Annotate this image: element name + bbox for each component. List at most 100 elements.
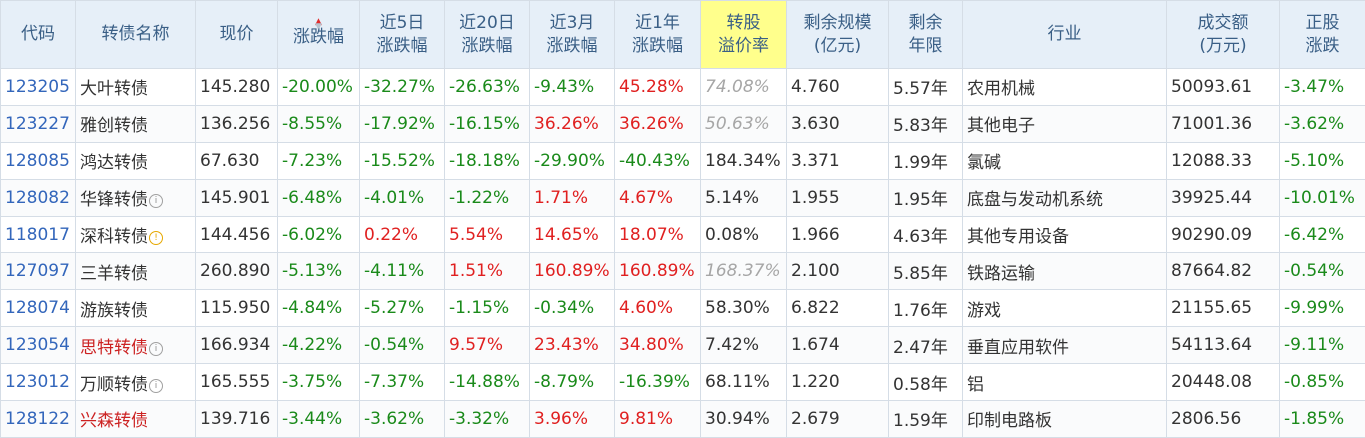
column-header-c5[interactable]: 近5日涨跌幅: [360, 1, 445, 69]
cell-price: 165.555: [196, 364, 278, 401]
info-circle-icon[interactable]: i: [149, 194, 163, 208]
bond-code-link[interactable]: 118017: [5, 225, 70, 245]
column-header-c3m[interactable]: 近3月涨跌幅: [530, 1, 615, 69]
bond-name[interactable]: 游族转债: [80, 301, 148, 321]
cell-stock_chg: -1.85%: [1280, 401, 1365, 438]
column-header-sublabel: (万元): [1171, 35, 1275, 58]
bond-code-link[interactable]: 127097: [5, 261, 70, 281]
cell-years: 1.59年: [889, 401, 963, 438]
column-header-premium[interactable]: 转股溢价率: [701, 1, 787, 69]
info-circle-icon[interactable]: i: [149, 379, 163, 393]
info-circle-icon[interactable]: i: [149, 342, 163, 356]
cell-stock_chg: -0.54%: [1280, 253, 1365, 290]
bond-name[interactable]: 雅创转债: [80, 116, 148, 136]
cell-code[interactable]: 123205: [1, 69, 76, 106]
bond-code-link[interactable]: 123012: [5, 372, 70, 392]
cell-price: 136.256: [196, 105, 278, 142]
bond-name[interactable]: 鸿达转债: [80, 153, 148, 173]
bond-name[interactable]: 万顺转债: [80, 375, 148, 395]
cell-name[interactable]: 深科转债!: [76, 216, 196, 253]
bond-code-link[interactable]: 123054: [5, 335, 70, 355]
cell-volume: 54113.64: [1167, 327, 1280, 364]
column-header-sublabel: (亿元): [791, 35, 884, 58]
cell-code[interactable]: 118017: [1, 216, 76, 253]
cell-volume: 20448.08: [1167, 364, 1280, 401]
cell-c1y: -40.43%: [615, 142, 701, 179]
column-header-label: 近20日: [449, 12, 525, 35]
bond-name[interactable]: 三羊转债: [80, 264, 148, 284]
cell-name[interactable]: 大叶转债: [76, 69, 196, 106]
cell-premium: 74.08%: [701, 69, 787, 106]
cell-c20: -3.32%: [445, 401, 530, 438]
cell-code[interactable]: 123054: [1, 327, 76, 364]
cell-chg: -6.48%: [278, 179, 360, 216]
cell-name[interactable]: 雅创转债: [76, 105, 196, 142]
column-header-price[interactable]: 现价: [196, 1, 278, 69]
cell-c20: -18.18%: [445, 142, 530, 179]
cell-c3m: 23.43%: [530, 327, 615, 364]
cell-code[interactable]: 128082: [1, 179, 76, 216]
header-row: 代码转债名称现价▲▼涨跌幅近5日涨跌幅近20日涨跌幅近3月涨跌幅近1年涨跌幅转股…: [1, 1, 1365, 69]
bond-name[interactable]: 大叶转债: [80, 79, 148, 99]
cell-industry: 垂直应用软件: [963, 327, 1167, 364]
cell-premium: 7.42%: [701, 327, 787, 364]
cell-volume: 71001.36: [1167, 105, 1280, 142]
column-header-label: 近5日: [364, 12, 440, 35]
warning-circle-icon[interactable]: !: [149, 231, 163, 245]
cell-code[interactable]: 123012: [1, 364, 76, 401]
cell-code[interactable]: 127097: [1, 253, 76, 290]
cell-code[interactable]: 128085: [1, 142, 76, 179]
bond-name[interactable]: 华锋转债: [80, 190, 148, 210]
column-header-label: 近1年: [619, 12, 696, 35]
column-header-stock_chg[interactable]: 正股涨跌: [1280, 1, 1365, 69]
bond-code-link[interactable]: 123205: [5, 77, 70, 97]
cell-chg: -3.75%: [278, 364, 360, 401]
cell-c5: -4.11%: [360, 253, 445, 290]
cell-c3m: -9.43%: [530, 69, 615, 106]
bond-code-link[interactable]: 128122: [5, 409, 70, 429]
column-header-industry[interactable]: 行业: [963, 1, 1167, 69]
cell-years: 0.58年: [889, 364, 963, 401]
column-header-years[interactable]: 剩余年限: [889, 1, 963, 69]
bond-code-link[interactable]: 128082: [5, 188, 70, 208]
cell-code[interactable]: 123227: [1, 105, 76, 142]
column-header-scale[interactable]: 剩余规模(亿元): [787, 1, 889, 69]
column-header-code[interactable]: 代码: [1, 1, 76, 69]
bond-name[interactable]: 兴森转债: [80, 411, 148, 431]
column-header-volume[interactable]: 成交额(万元): [1167, 1, 1280, 69]
cell-name[interactable]: 游族转债: [76, 290, 196, 327]
cell-stock_chg: -5.10%: [1280, 142, 1365, 179]
column-header-c20[interactable]: 近20日涨跌幅: [445, 1, 530, 69]
bond-name[interactable]: 深科转债: [80, 227, 148, 247]
cell-name[interactable]: 鸿达转债: [76, 142, 196, 179]
column-header-name[interactable]: 转债名称: [76, 1, 196, 69]
cell-code[interactable]: 128074: [1, 290, 76, 327]
bond-code-link[interactable]: 128085: [5, 151, 70, 171]
cell-name[interactable]: 兴森转债: [76, 401, 196, 438]
column-header-sublabel: 涨跌幅: [619, 35, 696, 58]
cell-name[interactable]: 三羊转债: [76, 253, 196, 290]
column-header-c1y[interactable]: 近1年涨跌幅: [615, 1, 701, 69]
bond-code-link[interactable]: 128074: [5, 298, 70, 318]
bond-code-link[interactable]: 123227: [5, 114, 70, 134]
column-header-chg[interactable]: ▲▼涨跌幅: [278, 1, 360, 69]
cell-c3m: -29.90%: [530, 142, 615, 179]
cell-code[interactable]: 128122: [1, 401, 76, 438]
bond-name[interactable]: 思特转债: [80, 338, 148, 358]
cell-scale: 1.966: [787, 216, 889, 253]
cell-price: 115.950: [196, 290, 278, 327]
